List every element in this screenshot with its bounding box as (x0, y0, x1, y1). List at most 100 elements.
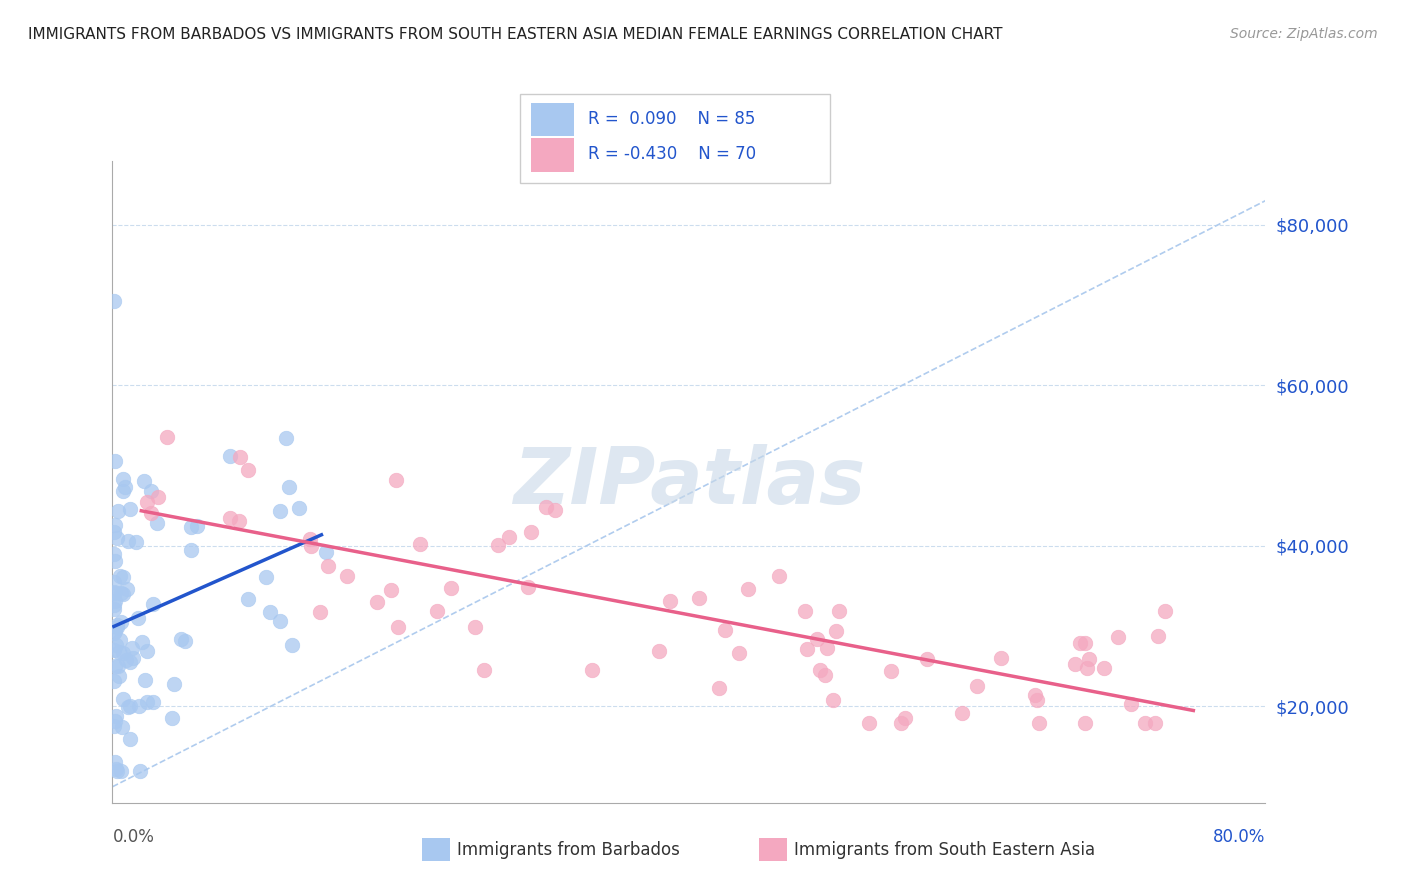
Point (366, 595, 388, 609)
Point (104, 709, 127, 723)
Point (269, 615, 291, 629)
Point (103, 598, 125, 612)
Point (110, 720, 132, 734)
Point (384, 473, 406, 487)
Text: R = -0.430    N = 70: R = -0.430 N = 70 (588, 145, 756, 163)
Point (115, 582, 138, 596)
Point (796, 641, 818, 656)
Point (103, 585, 125, 599)
Point (103, 524, 125, 539)
Point (142, 695, 165, 709)
Point (110, 586, 132, 600)
Point (498, 531, 520, 545)
Point (136, 695, 159, 709)
Point (112, 646, 135, 660)
Point (120, 502, 142, 516)
Point (107, 658, 129, 673)
Point (1119, 697, 1142, 711)
Point (104, 554, 127, 568)
Point (117, 699, 139, 714)
Point (105, 618, 128, 632)
Point (894, 711, 917, 725)
Point (129, 764, 152, 778)
Point (707, 681, 730, 696)
Point (380, 582, 402, 597)
Point (472, 663, 495, 677)
Point (1028, 715, 1050, 730)
Point (146, 490, 169, 504)
Point (110, 632, 132, 647)
Point (1147, 629, 1170, 643)
Point (105, 639, 128, 653)
Point (170, 632, 193, 647)
Point (228, 514, 250, 528)
Point (409, 537, 432, 551)
Point (103, 602, 125, 616)
Point (1025, 693, 1047, 707)
Point (794, 604, 817, 618)
Point (111, 483, 134, 498)
Point (135, 644, 157, 658)
Point (1107, 630, 1129, 644)
Point (180, 520, 202, 534)
Point (299, 532, 322, 546)
Point (486, 537, 509, 551)
Point (156, 430, 179, 444)
Text: Source: ZipAtlas.com: Source: ZipAtlas.com (1230, 27, 1378, 41)
Point (118, 731, 141, 746)
Point (104, 593, 127, 607)
Text: Immigrants from South Eastern Asia: Immigrants from South Eastern Asia (794, 840, 1095, 859)
Point (278, 480, 301, 494)
Point (103, 586, 125, 600)
Point (950, 706, 973, 720)
Point (114, 653, 136, 667)
Point (316, 559, 339, 574)
Point (824, 624, 846, 638)
Point (229, 450, 252, 465)
Point (141, 484, 163, 499)
Point (105, 762, 128, 776)
Point (103, 575, 125, 590)
Point (135, 494, 157, 508)
Point (544, 502, 567, 516)
Point (105, 619, 128, 633)
Point (124, 535, 146, 549)
Point (103, 643, 125, 657)
Point (440, 581, 463, 595)
Point (104, 454, 127, 468)
Point (103, 547, 125, 561)
Point (879, 664, 901, 678)
Point (103, 293, 125, 308)
Point (1077, 652, 1099, 666)
Point (915, 652, 938, 666)
Point (236, 592, 259, 607)
Point (259, 605, 281, 619)
Point (145, 516, 167, 531)
Point (806, 632, 828, 646)
Point (387, 620, 409, 634)
Point (464, 619, 486, 633)
Point (1063, 657, 1085, 671)
Point (426, 604, 449, 618)
Point (1154, 604, 1177, 618)
Point (768, 569, 790, 583)
Point (1074, 715, 1097, 730)
Point (299, 539, 322, 553)
Text: 0.0%: 0.0% (112, 829, 155, 847)
Point (103, 625, 125, 640)
Point (1144, 715, 1167, 730)
Point (236, 463, 259, 477)
Point (815, 640, 838, 655)
Point (103, 718, 125, 732)
Point (890, 715, 912, 730)
Point (131, 635, 153, 649)
Point (104, 624, 127, 639)
Point (517, 580, 540, 594)
Text: ZIPatlas: ZIPatlas (513, 443, 865, 520)
Point (128, 699, 150, 714)
Point (1076, 661, 1098, 675)
Point (114, 480, 136, 494)
Point (180, 543, 202, 558)
Point (111, 587, 134, 601)
Point (659, 594, 682, 608)
